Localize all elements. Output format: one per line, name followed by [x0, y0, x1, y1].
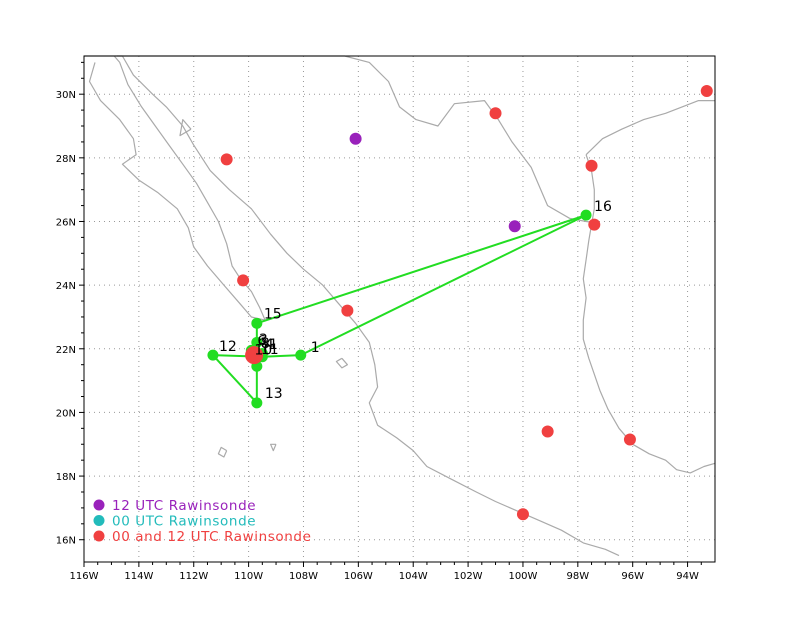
track-label: 1	[311, 340, 320, 356]
x-tick-label: 114W	[124, 571, 153, 582]
track-segment	[262, 354, 301, 358]
track-label: 3	[259, 332, 268, 348]
site-00-12utc	[220, 153, 233, 166]
site-00-12utc	[341, 304, 354, 317]
track-point	[251, 317, 263, 329]
track-label: 13	[265, 386, 283, 402]
coast-north-gulf	[585, 100, 715, 156]
track-point	[580, 209, 592, 221]
x-tick-label: 100W	[508, 571, 537, 582]
track-label: 6	[257, 333, 266, 349]
legend-label: 00 and 12 UTC Rawinsonde	[112, 529, 312, 545]
legend-marker	[93, 530, 105, 542]
track-label: 8	[261, 336, 270, 352]
track-label: 4	[265, 337, 274, 353]
x-tick-label: 112W	[179, 571, 208, 582]
x-tick-label: 102W	[454, 571, 483, 582]
track-point	[251, 397, 263, 409]
axis-ticks: 116W 114W 112W 110W 108W 106W 104W 102W 100W 98W 9…	[56, 61, 702, 582]
track-label: 12	[219, 339, 237, 355]
y-tick-label: 20N	[56, 408, 76, 419]
track-label: 10	[254, 343, 272, 359]
x-tick-label: 96W	[621, 571, 644, 582]
x-tick-label: 106W	[344, 571, 373, 582]
site-00-12utc	[489, 107, 502, 120]
track-point	[207, 349, 219, 361]
y-tick-label: 22N	[56, 345, 76, 356]
track-label: 1	[269, 337, 278, 353]
coast-baja-west	[88, 62, 266, 321]
track-label: 16	[594, 199, 612, 215]
track-point	[295, 349, 307, 361]
legend-label: 00 UTC Rawinsonde	[112, 514, 256, 530]
track-segment	[256, 214, 587, 325]
island-outline	[270, 443, 277, 452]
site-00-12utc	[516, 508, 529, 521]
x-tick-label: 110W	[234, 571, 263, 582]
site-00-12utc	[541, 425, 554, 438]
site-00-12utc	[700, 85, 713, 98]
grid-lines	[84, 56, 715, 562]
legend-marker	[93, 515, 105, 526]
track-label: 15	[264, 306, 282, 322]
track-segment	[212, 354, 258, 404]
track-segment	[300, 214, 587, 357]
y-tick-label: 28N	[56, 154, 76, 165]
site-00-12utc	[588, 218, 601, 231]
x-tick-label: 116W	[70, 571, 99, 582]
x-tick-label: 104W	[399, 571, 428, 582]
y-tick-label: 30N	[56, 90, 76, 101]
site-00-12utc	[237, 274, 250, 287]
legend-marker	[93, 499, 105, 511]
island-outline	[335, 357, 348, 369]
island-outline	[179, 119, 192, 137]
rawinsonde-sites	[220, 85, 713, 521]
x-tick-label: 94W	[676, 571, 699, 582]
y-tick-label: 18N	[56, 472, 76, 483]
x-tick-label: 108W	[289, 571, 318, 582]
y-tick-label: 26N	[56, 217, 76, 228]
site-12utc	[508, 220, 521, 233]
site-00-12utc	[623, 433, 636, 446]
track-label: 11	[261, 342, 279, 358]
site-12utc	[349, 132, 362, 145]
y-tick-label: 24N	[56, 281, 76, 292]
legend-label: 12 UTC Rawinsonde	[112, 498, 256, 514]
site-00-12utc	[585, 159, 598, 172]
y-tick-label: 16N	[56, 536, 76, 547]
track-point	[251, 336, 263, 348]
site-00-12utc	[245, 346, 264, 365]
x-tick-label: 98W	[567, 571, 590, 582]
island-outline	[217, 446, 228, 458]
